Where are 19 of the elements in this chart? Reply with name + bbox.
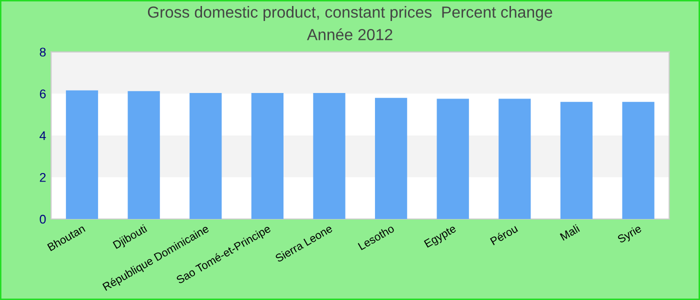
bar bbox=[560, 102, 593, 219]
bar bbox=[436, 98, 469, 219]
y-tick-label: 2 bbox=[40, 173, 46, 182]
bar bbox=[622, 102, 654, 219]
y-tick-label: 8 bbox=[40, 48, 46, 57]
x-tick-label: Mali bbox=[560, 224, 580, 241]
bar bbox=[251, 93, 284, 219]
y-tick-label: 0 bbox=[40, 214, 46, 224]
x-tick-label: Syrie bbox=[616, 224, 644, 246]
bar bbox=[374, 98, 408, 219]
chart-subtitle: Année 2012 bbox=[306, 28, 392, 40]
bar bbox=[190, 93, 222, 219]
y-tick-label: 6 bbox=[40, 89, 46, 98]
bar bbox=[66, 90, 98, 219]
bar bbox=[498, 98, 531, 219]
bar bbox=[128, 91, 160, 219]
y-tick-label: 4 bbox=[40, 131, 46, 140]
chart-title: Gross domestic product, constant prices Percent change bbox=[148, 6, 552, 21]
bar bbox=[313, 93, 346, 219]
